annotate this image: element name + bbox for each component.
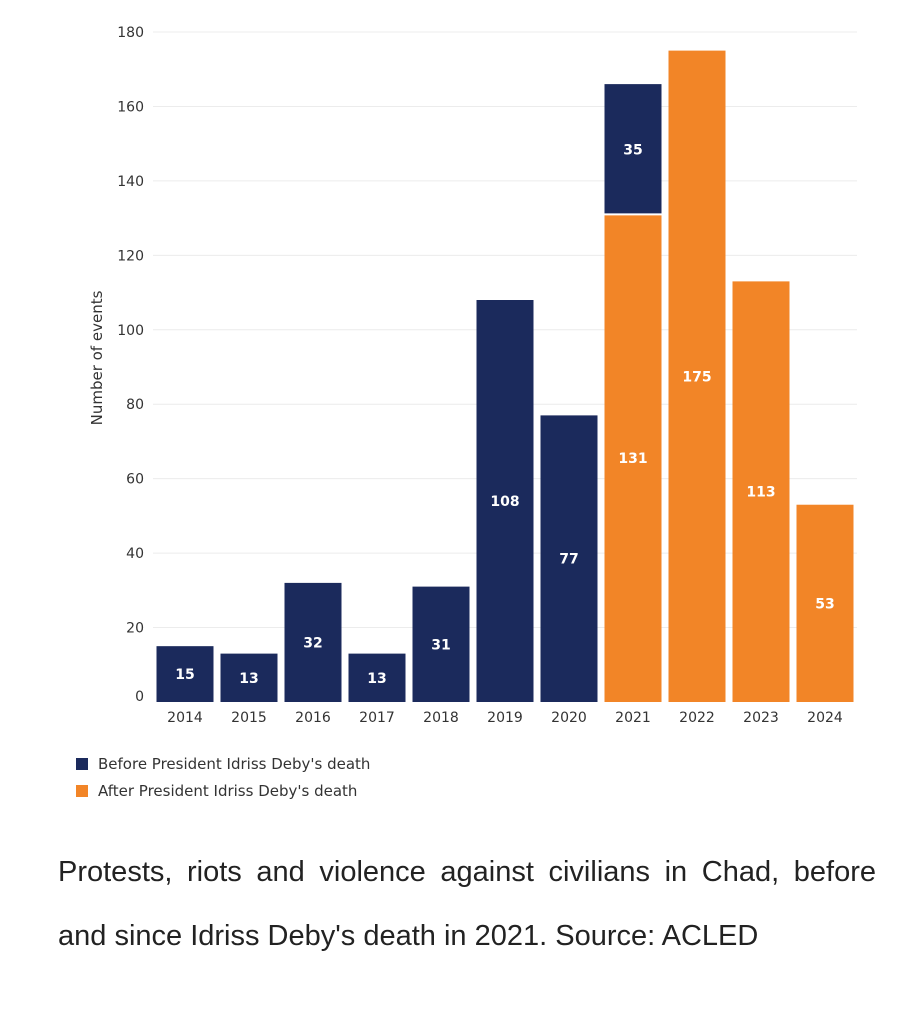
bar-2018-before xyxy=(412,586,470,702)
legend-item-before: Before President Idriss Deby's death xyxy=(76,750,370,777)
bar-2015-before xyxy=(220,653,278,702)
bar-value-label: 35 xyxy=(623,142,642,158)
bar-value-label: 108 xyxy=(490,494,519,510)
y-tick-label: 180 xyxy=(117,25,144,41)
y-tick-label: 60 xyxy=(126,472,144,488)
y-tick-label: 0 xyxy=(135,689,144,705)
y-tick-label: 40 xyxy=(126,546,144,562)
bar-value-label: 31 xyxy=(431,637,450,653)
bar-2024-after xyxy=(796,504,854,702)
bar-value-label: 131 xyxy=(618,451,647,467)
bar-value-label: 15 xyxy=(175,667,194,683)
y-axis-label: Number of events xyxy=(88,290,106,425)
y-tick-label: 80 xyxy=(126,397,144,413)
x-tick-label: 2023 xyxy=(743,710,779,726)
bar-value-label: 175 xyxy=(682,369,711,385)
bar-value-label: 53 xyxy=(815,596,834,612)
bar-value-label: 32 xyxy=(303,635,322,651)
x-tick-label: 2021 xyxy=(615,710,651,726)
y-tick-label: 120 xyxy=(117,248,144,264)
x-tick-label: 2020 xyxy=(551,710,587,726)
figure-caption: Protests, riots and violence against civ… xyxy=(58,856,876,952)
x-tick-label: 2018 xyxy=(423,710,459,726)
bar-2014-before xyxy=(156,646,214,702)
bar-2017-before xyxy=(348,653,406,702)
legend-label-before: Before President Idriss Deby's death xyxy=(98,754,371,773)
bar-2020-before xyxy=(540,415,598,702)
x-tick-label: 2014 xyxy=(167,710,203,726)
legend-swatch-before xyxy=(76,757,88,770)
bar-value-label: 13 xyxy=(239,671,258,687)
bar-2022-after xyxy=(668,50,726,703)
x-tick-label: 2019 xyxy=(487,710,523,726)
bar-2023-after xyxy=(732,281,790,702)
bar-2019-before xyxy=(476,300,534,702)
y-tick-label: 160 xyxy=(117,99,144,115)
legend-swatch-after xyxy=(76,784,88,797)
x-tick-label: 2016 xyxy=(295,710,331,726)
bar-value-label: 77 xyxy=(559,552,578,568)
legend-label-after: After President Idriss Deby's death xyxy=(98,781,358,800)
bars: 15 13 32 13 31 108 77 131 35 175 113 53 xyxy=(156,50,854,703)
x-tick-label: 2015 xyxy=(231,710,267,726)
bar-2021-after xyxy=(604,214,662,702)
bar-2021-before xyxy=(604,84,662,215)
y-tick-label: 100 xyxy=(117,323,144,339)
legend: Before President Idriss Deby's death Aft… xyxy=(76,750,370,804)
x-axis-ticks: 2014 2015 2016 2017 2018 2019 2020 2021 2022 2023… xyxy=(167,710,843,726)
legend-item-after: After President Idriss Deby's death xyxy=(76,777,370,804)
bar-value-label: 113 xyxy=(746,485,775,501)
y-tick-label: 140 xyxy=(117,174,144,190)
y-tick-label: 20 xyxy=(126,621,144,637)
x-tick-label: 2024 xyxy=(807,710,843,726)
x-tick-label: 2022 xyxy=(679,710,715,726)
bar-2016-before xyxy=(284,582,342,702)
x-tick-label: 2017 xyxy=(359,710,395,726)
y-axis-ticks: 0 20 40 60 80 100 120 140 160 180 xyxy=(117,25,144,705)
bar-value-label: 13 xyxy=(367,671,386,687)
bar-chart: 15 13 32 13 31 108 77 131 35 175 113 53 0 20 40 60 80 10… xyxy=(88,25,857,726)
